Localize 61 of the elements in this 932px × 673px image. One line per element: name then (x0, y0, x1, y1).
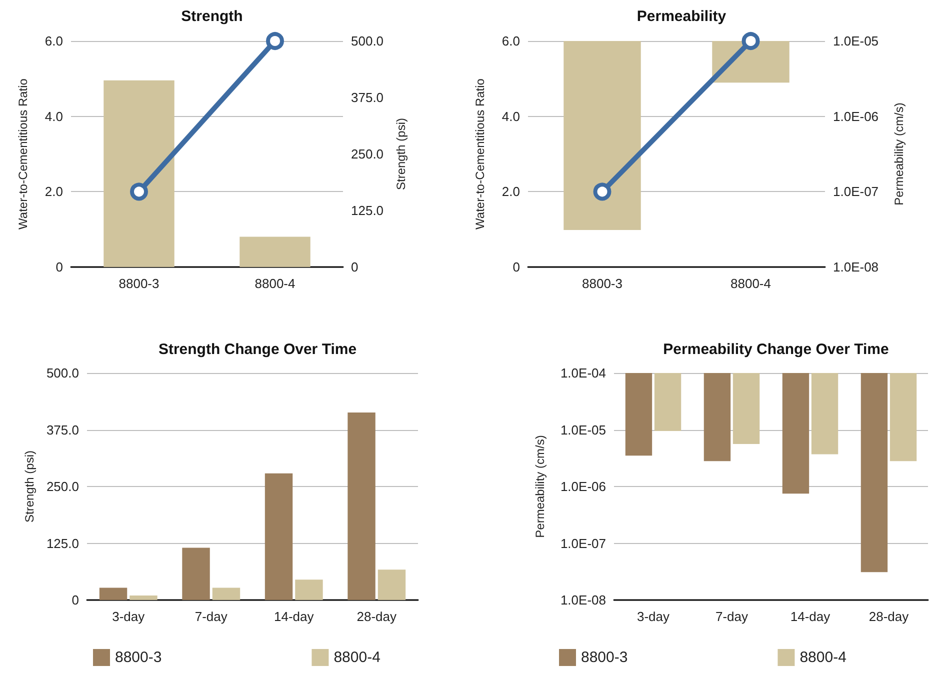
x-tick-label: 28-day (356, 609, 397, 624)
y-tick-label: 125.0 (46, 536, 79, 551)
x-tick-label: 14-day (274, 609, 314, 624)
y2-tick-label: 500.0 (351, 34, 384, 48)
chart-title: Strength Change Over Time (158, 341, 357, 358)
x-tick-label: 8800-3 (118, 276, 160, 291)
chart-title: Permeability Change Over Time (663, 341, 889, 358)
y-tick-label: 500.0 (46, 366, 79, 380)
y-tick-label: 1.0E-06 (560, 479, 606, 494)
y-tick-label: 2.0 (44, 184, 63, 200)
bar (182, 548, 210, 600)
y-axis-title: Strength (psi) (22, 450, 37, 523)
chart-title: Permeability (636, 8, 727, 25)
y-axis-title: Water-to-Cementitious Ratio (16, 78, 30, 230)
y-tick-label: 6.0 (44, 34, 63, 48)
x-tick-label: 8800-4 (730, 276, 771, 291)
x-tick-label: 14-day (790, 609, 831, 624)
y2-tick-label: 125.0 (351, 203, 384, 218)
x-tick-label: 8800-4 (254, 276, 296, 291)
bar (264, 473, 293, 600)
y-tick-label: 2.0 (502, 184, 520, 200)
x-tick-label: 28-day (868, 609, 910, 624)
bar (348, 412, 376, 600)
y-tick-label: 6.0 (502, 34, 520, 48)
y2-tick-label: 1.0E-08 (833, 260, 879, 274)
x-tick-label: 3-day (636, 609, 670, 624)
y-tick-label: 4.0 (502, 108, 520, 124)
legend-label: 8800-3 (115, 649, 162, 666)
y-axis-title: Water-to-Cementitious Ratio (473, 78, 487, 230)
legend-label: 8800-4 (800, 649, 846, 666)
y-tick-label: 1.0E-07 (560, 536, 606, 551)
y-tick-label: 4.0 (44, 108, 63, 124)
y-tick-label: 375.0 (46, 422, 79, 438)
y2-tick-label: 375.0 (351, 90, 384, 105)
x-tick-label: 8800-3 (582, 276, 622, 291)
bar (99, 588, 128, 600)
legend-label: 8800-3 (581, 649, 628, 666)
y-tick-label: 1.0E-08 (560, 592, 606, 608)
bar (295, 580, 323, 600)
x-tick-label: 7-day (715, 609, 749, 624)
y-tick-label: 1.0E-04 (560, 366, 606, 380)
y-tick-label: 0 (72, 592, 79, 608)
y2-tick-label: 1.0E-05 (833, 34, 879, 48)
legend-label: 8800-4 (334, 649, 380, 666)
y-tick-label: 1.0E-05 (560, 422, 606, 438)
y-tick-label: 0 (56, 260, 63, 274)
y2-tick-label: 0 (351, 260, 358, 274)
bar (130, 595, 158, 600)
x-tick-label: 3-day (112, 609, 146, 624)
bar (212, 588, 240, 600)
y-axis-title: Permeability (cm/s) (533, 435, 547, 538)
x-tick-label: 7-day (194, 609, 228, 624)
y2-tick-label: 1.0E-06 (833, 108, 879, 124)
y-tick-label: 250.0 (46, 479, 79, 494)
y-tick-label: 0 (512, 260, 520, 274)
y2-axis-title: Strength (psi) (394, 118, 408, 190)
y2-tick-label: 250.0 (351, 146, 384, 162)
y2-axis-title: Permeability (cm/s) (892, 102, 906, 206)
bar (378, 570, 406, 600)
y2-tick-label: 1.0E-07 (833, 184, 879, 200)
chart-title: Strength (181, 8, 243, 25)
